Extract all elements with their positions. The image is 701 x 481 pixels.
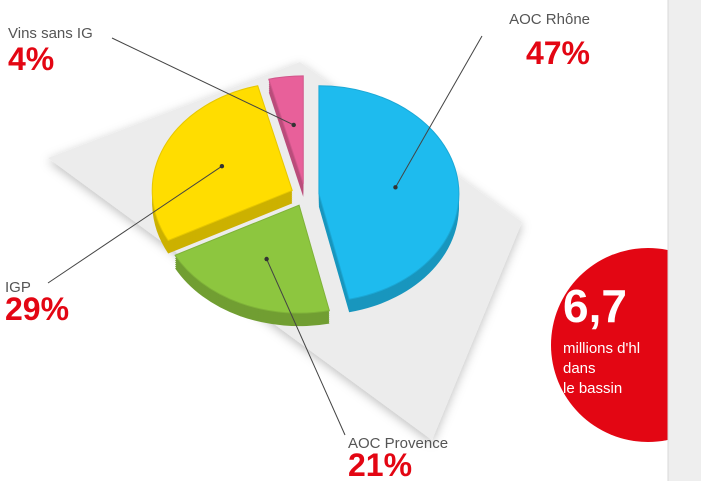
- leader-dot: [291, 122, 296, 128]
- pie: [151, 75, 460, 327]
- badge-text: millions d'hl: [563, 340, 640, 357]
- slice: [268, 75, 304, 185]
- category-label: Vins sans IG: [8, 25, 93, 42]
- leader-dot: [393, 185, 398, 190]
- category-label: AOC Provence: [348, 435, 448, 452]
- badge-number: 6,7: [563, 280, 627, 332]
- category-label: AOC Rhône: [509, 11, 590, 28]
- badge-text: dans: [563, 360, 596, 377]
- slice: [318, 85, 460, 300]
- leader-line: [47, 165, 223, 284]
- value-label: 4%: [8, 41, 54, 77]
- slice: [151, 85, 293, 242]
- badge-text: le bassin: [563, 380, 622, 397]
- leader-dot: [219, 164, 225, 169]
- value-label: 29%: [5, 291, 69, 327]
- side-panel: [668, 0, 701, 481]
- leader-line: [395, 35, 483, 188]
- value-label: 21%: [348, 447, 412, 481]
- leader-line: [111, 37, 294, 126]
- badge: [551, 248, 701, 442]
- slice: [174, 204, 330, 314]
- value-label: 47%: [526, 35, 590, 71]
- category-label: IGP: [5, 279, 31, 296]
- leader-dot: [264, 256, 269, 262]
- leader-line: [266, 258, 346, 436]
